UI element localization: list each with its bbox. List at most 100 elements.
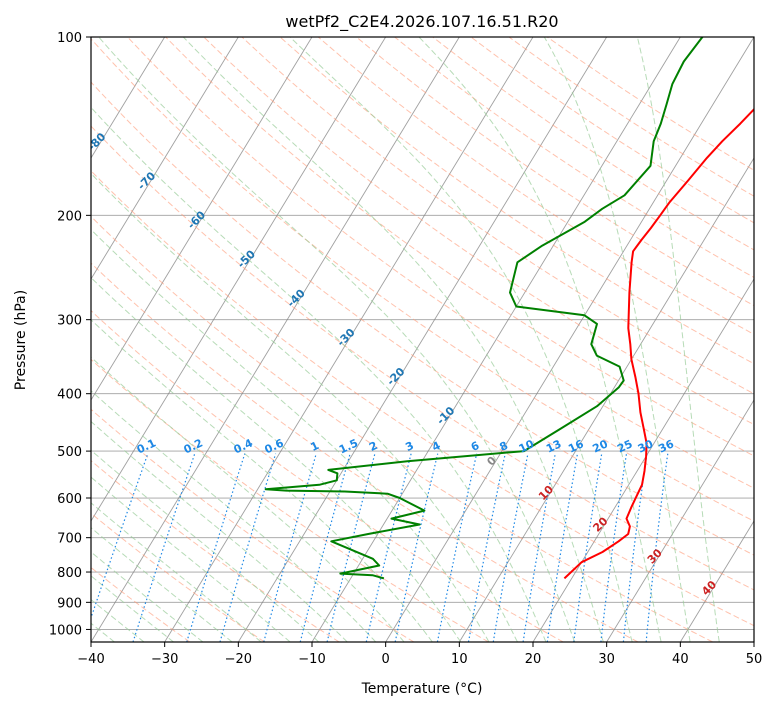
isotherm-grid (91, 37, 754, 642)
mixing-ratio-line (326, 453, 376, 642)
x-tick-label: 30 (598, 652, 615, 667)
isotherm-line (679, 520, 754, 642)
isotherm-line (458, 157, 754, 642)
mixing-ratio-label: 10 (517, 437, 537, 455)
dewpoint-profile-line (264, 37, 705, 580)
y-axis: 100 200 300 400 500 600 700 800 900 1000 (49, 31, 91, 638)
mixing-ratio-line (622, 453, 648, 642)
moist-adiabats (91, 37, 720, 642)
y-tick-label: 300 (57, 314, 82, 329)
moist-adiabat-line (91, 502, 262, 642)
plot-area: 0.10.20.40.611.52346810131620253036-100-… (91, 37, 754, 642)
dry-adiabat-line (91, 309, 564, 642)
mixing-ratio-label: 36 (657, 437, 677, 455)
dry-adiabat-line (279, 37, 754, 365)
isotherm-line (91, 37, 387, 522)
moist-adiabat-line (418, 37, 662, 642)
isotherm-line (164, 37, 534, 642)
mixing-ratio-label: 30 (636, 437, 656, 455)
dry-adiabat-line (91, 170, 754, 627)
isotherm-line (311, 37, 681, 642)
mixing-ratio-line (219, 453, 277, 642)
y-tick-label: 200 (57, 209, 82, 224)
mixing-ratio-label: 13 (544, 437, 563, 455)
isotherm-line (91, 37, 460, 642)
dry-adiabat-line (91, 459, 340, 642)
y-tick-label: 400 (57, 388, 82, 403)
dry-adiabat-line (91, 512, 265, 642)
isotherm-line (91, 37, 313, 401)
x-tick-label: 50 (746, 652, 763, 667)
dry-adiabat-line (356, 37, 754, 307)
mixing-ratio-line (365, 453, 412, 642)
dry-adiabat-line (127, 37, 754, 489)
moist-adiabat-line (91, 527, 233, 642)
moist-adiabat-line (91, 420, 348, 642)
mixing-ratio-line (299, 453, 351, 642)
mixing-ratio-line (263, 453, 317, 642)
plot-frame (90, 36, 755, 643)
mixing-ratio-line (132, 453, 196, 642)
dry-adiabat-line (91, 408, 415, 642)
mixing-ratio-label: 25 (615, 437, 634, 455)
moist-adiabat-line (91, 106, 547, 642)
isotherm-line (532, 278, 754, 642)
dry-adiabat-line (91, 358, 489, 642)
isotherm-line (606, 399, 754, 642)
x-tick-label: 0 (382, 652, 390, 667)
mixing-ratio-label: 20 (591, 437, 611, 455)
y-tick-label: 1000 (49, 623, 82, 638)
x-tick-label: 40 (672, 652, 689, 667)
mixing-ratio-line (600, 453, 628, 642)
moist-adiabat-line (91, 476, 291, 642)
y-tick-label: 800 (57, 566, 82, 581)
moist-adiabat-line (543, 37, 691, 642)
sounding-series (264, 37, 754, 580)
mixing-ratio-line (546, 453, 579, 642)
x-tick-label: −40 (77, 652, 104, 667)
mixing-ratio-line (573, 453, 603, 642)
mixing-ratio-lines (91, 453, 669, 642)
moist-adiabat-line (182, 37, 604, 642)
y-tick-label: 700 (57, 532, 82, 547)
x-axis: −40 −30 −20 −10 0 10 20 30 40 50 (77, 642, 762, 667)
x-tick-label: −20 (225, 652, 252, 667)
x-axis-title: Temperature (°C) (361, 681, 483, 697)
moist-adiabat-line (91, 575, 174, 642)
moist-adiabat-line (636, 37, 720, 642)
y-tick-label: 100 (57, 31, 82, 46)
moist-adiabat-line (91, 356, 405, 642)
mixing-ratio-label: 16 (566, 437, 586, 455)
dry-adiabat-line (91, 81, 754, 556)
moist-adiabat-line (91, 172, 518, 642)
temperature-profile-line (563, 107, 754, 580)
dry-adiabat-line (241, 37, 754, 395)
dry-adiabats (91, 37, 754, 642)
isotherm-line (91, 37, 166, 159)
y-axis-title: Pressure (hPa) (13, 290, 29, 390)
dry-adiabat-line (91, 125, 754, 591)
dry-adiabat-line (203, 37, 754, 426)
mixing-ratio-line (394, 453, 439, 642)
chart-title: wetPf2_C2E4.2026.107.16.51.R20 (285, 12, 558, 32)
isotherm-line (385, 37, 754, 642)
y-tick-label: 600 (57, 492, 82, 507)
x-tick-label: −10 (298, 652, 325, 667)
x-tick-label: 10 (451, 652, 468, 667)
isotherm-line (237, 37, 608, 642)
dry-adiabat-line (91, 215, 713, 642)
moist-adiabat-line (91, 390, 377, 642)
moist-adiabat-line (289, 37, 633, 642)
moist-adiabat-line (98, 37, 576, 642)
moist-adiabat-line (91, 277, 462, 642)
isotherm-line (91, 37, 239, 280)
mixing-ratio-line (91, 453, 149, 620)
x-tick-label: −30 (151, 652, 178, 667)
moist-adiabat-line (91, 449, 320, 642)
y-tick-label: 500 (57, 445, 82, 460)
moist-adiabat-line (91, 551, 204, 642)
mixing-ratio-line (186, 453, 246, 642)
x-tick-label: 20 (525, 652, 542, 667)
